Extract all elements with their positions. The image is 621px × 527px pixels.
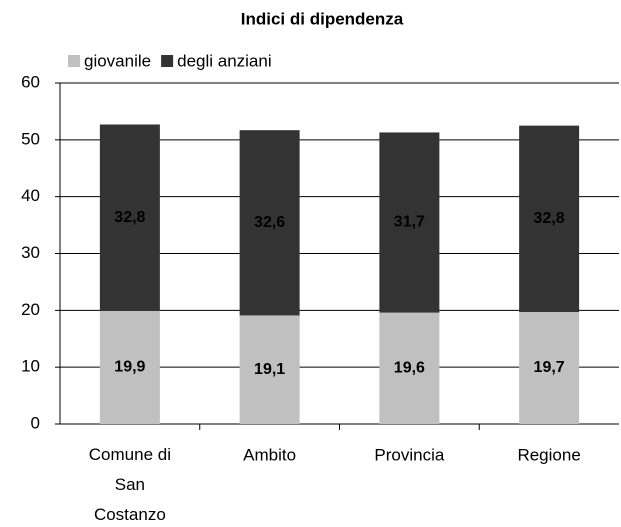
legend-swatch <box>161 55 174 67</box>
legend-swatch <box>68 55 80 67</box>
bar-segment <box>519 312 580 424</box>
legend-label: giovanile <box>84 51 151 70</box>
value-label: 31,7 <box>394 214 425 231</box>
y-tick-label: 40 <box>21 186 40 205</box>
x-tick-label: Provincia <box>374 445 444 464</box>
value-label: 32,8 <box>534 210 565 227</box>
bar-segment <box>99 124 160 311</box>
value-label: 19,9 <box>114 359 145 376</box>
bar-segment <box>239 315 300 424</box>
chart-title: Indici di dipendenza <box>241 9 404 28</box>
y-tick-label: 0 <box>31 413 40 432</box>
value-label: 32,8 <box>114 209 145 226</box>
x-tick-label: Comune di San Costanzo <box>89 445 171 524</box>
value-label: 19,7 <box>534 359 565 376</box>
value-label: 19,6 <box>394 360 425 377</box>
y-tick-label: 60 <box>21 72 40 91</box>
x-tick-label: Regione <box>517 445 580 464</box>
legend-label: degli anziani <box>177 51 272 70</box>
bar-segment <box>379 312 440 424</box>
y-tick-label: 20 <box>21 300 40 319</box>
bar-segment <box>519 125 580 313</box>
y-tick-label: 30 <box>21 243 40 262</box>
bar-segment <box>99 310 160 424</box>
y-tick-label: 10 <box>21 357 40 376</box>
y-tick-label: 50 <box>21 129 40 148</box>
bar-segment <box>239 130 300 316</box>
bar-segment <box>379 132 440 313</box>
value-label: 32,6 <box>254 214 285 231</box>
x-tick-label: Ambito <box>243 445 296 464</box>
value-label: 19,1 <box>254 361 285 378</box>
